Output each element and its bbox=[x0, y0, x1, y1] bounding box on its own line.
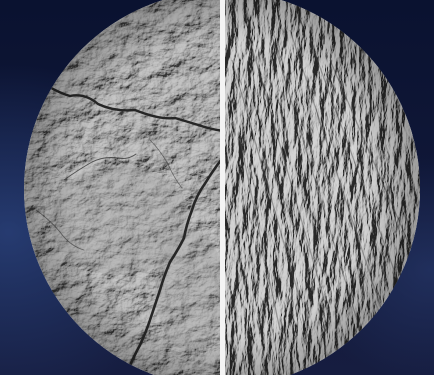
divider-line bbox=[220, 0, 225, 375]
